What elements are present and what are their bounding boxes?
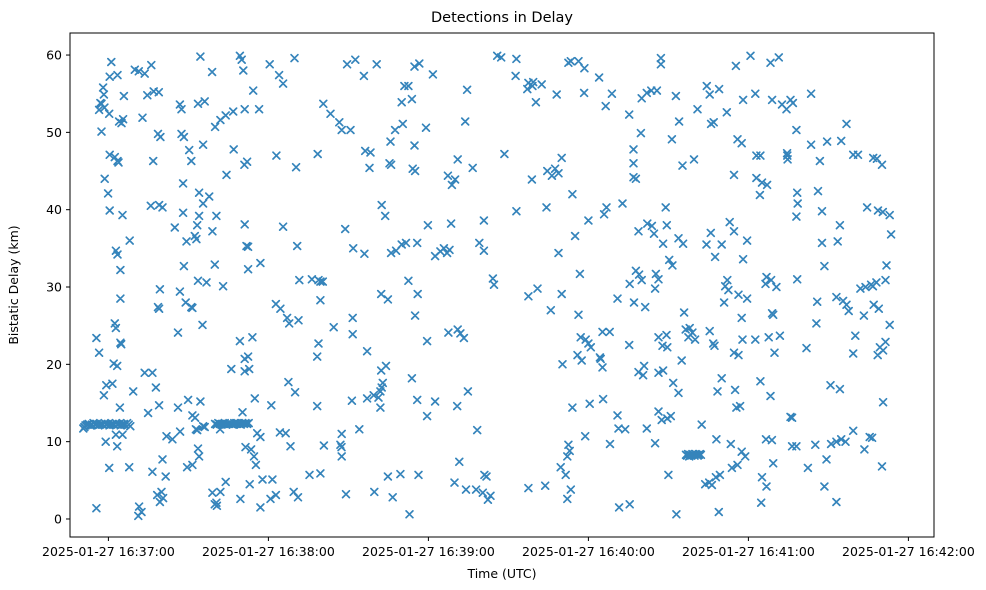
y-tick-label: 50 (46, 125, 62, 140)
y-tick-label: 60 (46, 48, 62, 63)
y-tick-label: 40 (46, 202, 62, 217)
x-tick-label: 2025-01-27 16:42:00 (842, 544, 975, 559)
x-tick-label: 2025-01-27 16:39:00 (362, 544, 495, 559)
plot-frame (69, 32, 935, 538)
x-tick-label: 2025-01-27 16:41:00 (682, 544, 815, 559)
x-tick-label: 2025-01-27 16:38:00 (202, 544, 335, 559)
chart-title: Detections in Delay (431, 10, 573, 26)
y-tick-label: 30 (46, 280, 62, 295)
y-axis-label: Bistatic Delay (km) (6, 225, 21, 344)
y-tick-label: 0 (54, 511, 62, 526)
x-axis-label: Time (UTC) (466, 566, 536, 581)
axis-ticks (66, 54, 909, 541)
y-tick-label: 10 (46, 434, 62, 449)
y-tick-label: 20 (46, 357, 62, 372)
axis-tick-labels: 2025-01-27 16:37:00 2025-01-27 16:38:00 20… (42, 48, 975, 559)
scatter-points (79, 51, 896, 521)
x-tick-label: 2025-01-27 16:37:00 (42, 544, 175, 559)
x-tick-label: 2025-01-27 16:40:00 (522, 544, 655, 559)
